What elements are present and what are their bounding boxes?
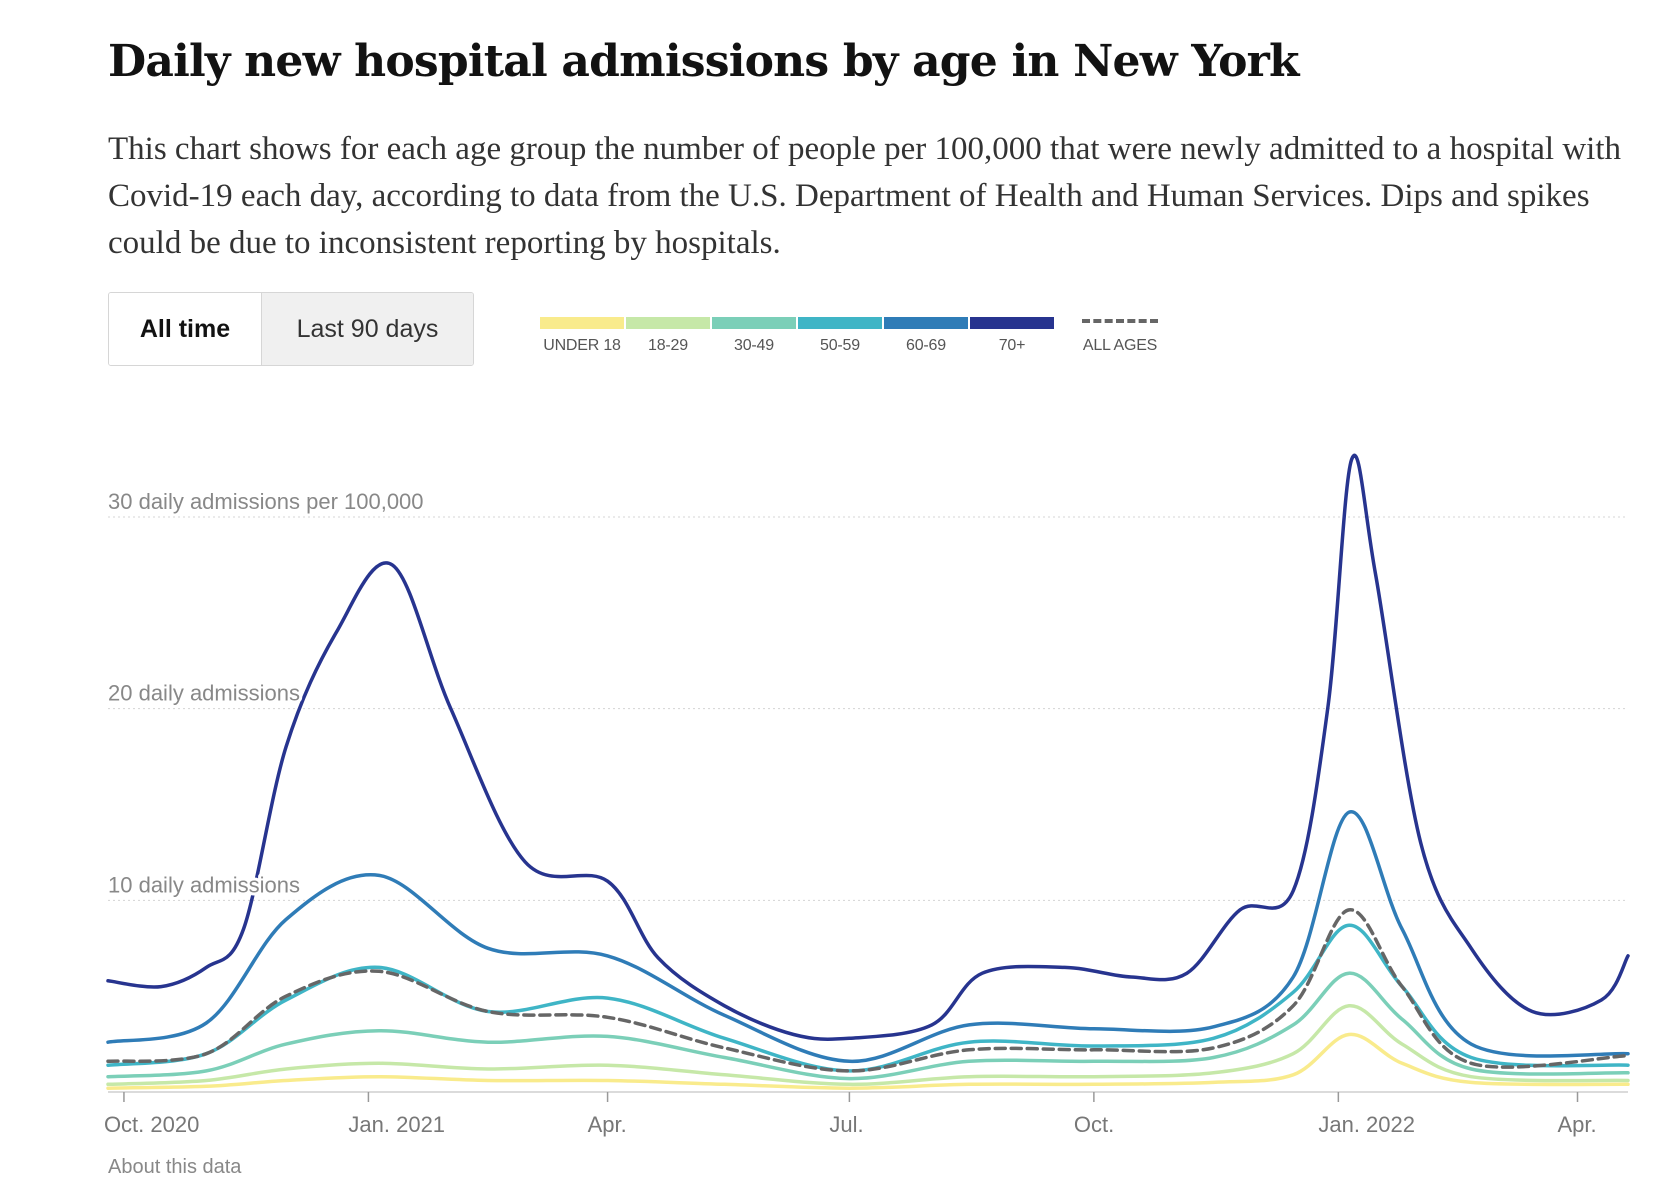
legend-swatch [798,317,882,329]
y-tick-label: 30 daily admissions per 100,000 [108,489,424,514]
legend-label: 30-49 [734,337,774,354]
series-line-30-49 [106,971,1630,1081]
last-90-days-button[interactable]: Last 90 days [262,293,473,365]
legend-dash [1082,319,1158,323]
legend-label: 50-59 [820,337,860,354]
legend-swatch [540,317,624,329]
x-tick-label: Apr. [1558,1112,1597,1137]
legend-label: 18-29 [648,337,688,354]
series-line-50-59 [106,923,1630,1073]
y-tick-label: 20 daily admissions [108,681,300,706]
legend-label: UNDER 18 [543,337,621,354]
series-line-18-29 [106,1004,1630,1087]
chart-subtitle: This chart shows for each age group the … [108,131,1621,261]
x-tick-label: Apr. [588,1112,627,1137]
series-line-all-ages [106,908,1630,1073]
chart-title: Daily new hospital admissions by age in … [108,36,1300,87]
y-tick-label: 10 daily admissions [108,872,300,897]
legend-label: 60-69 [906,337,946,354]
all-time-button[interactable]: All time [109,293,262,365]
time-range-toggle: All time Last 90 days [108,292,474,366]
legend-swatch [970,317,1054,329]
x-tick-label: Jul. [829,1112,863,1137]
x-tick-label: Oct. 2020 [104,1112,199,1137]
x-tick-label: Oct. [1074,1112,1114,1137]
legend-label: ALL AGES [1082,337,1158,354]
legend-label: 70+ [998,337,1026,354]
series-line-70-plus [106,453,1630,1041]
series-line-under-18 [106,1032,1630,1090]
x-tick-label: Jan. 2021 [348,1112,445,1137]
legend-swatch [712,317,796,329]
series-line-60-69 [106,810,1630,1064]
legend-swatch [626,317,710,329]
x-tick-label: Jan. 2022 [1318,1112,1415,1137]
legend-swatch [884,317,968,329]
